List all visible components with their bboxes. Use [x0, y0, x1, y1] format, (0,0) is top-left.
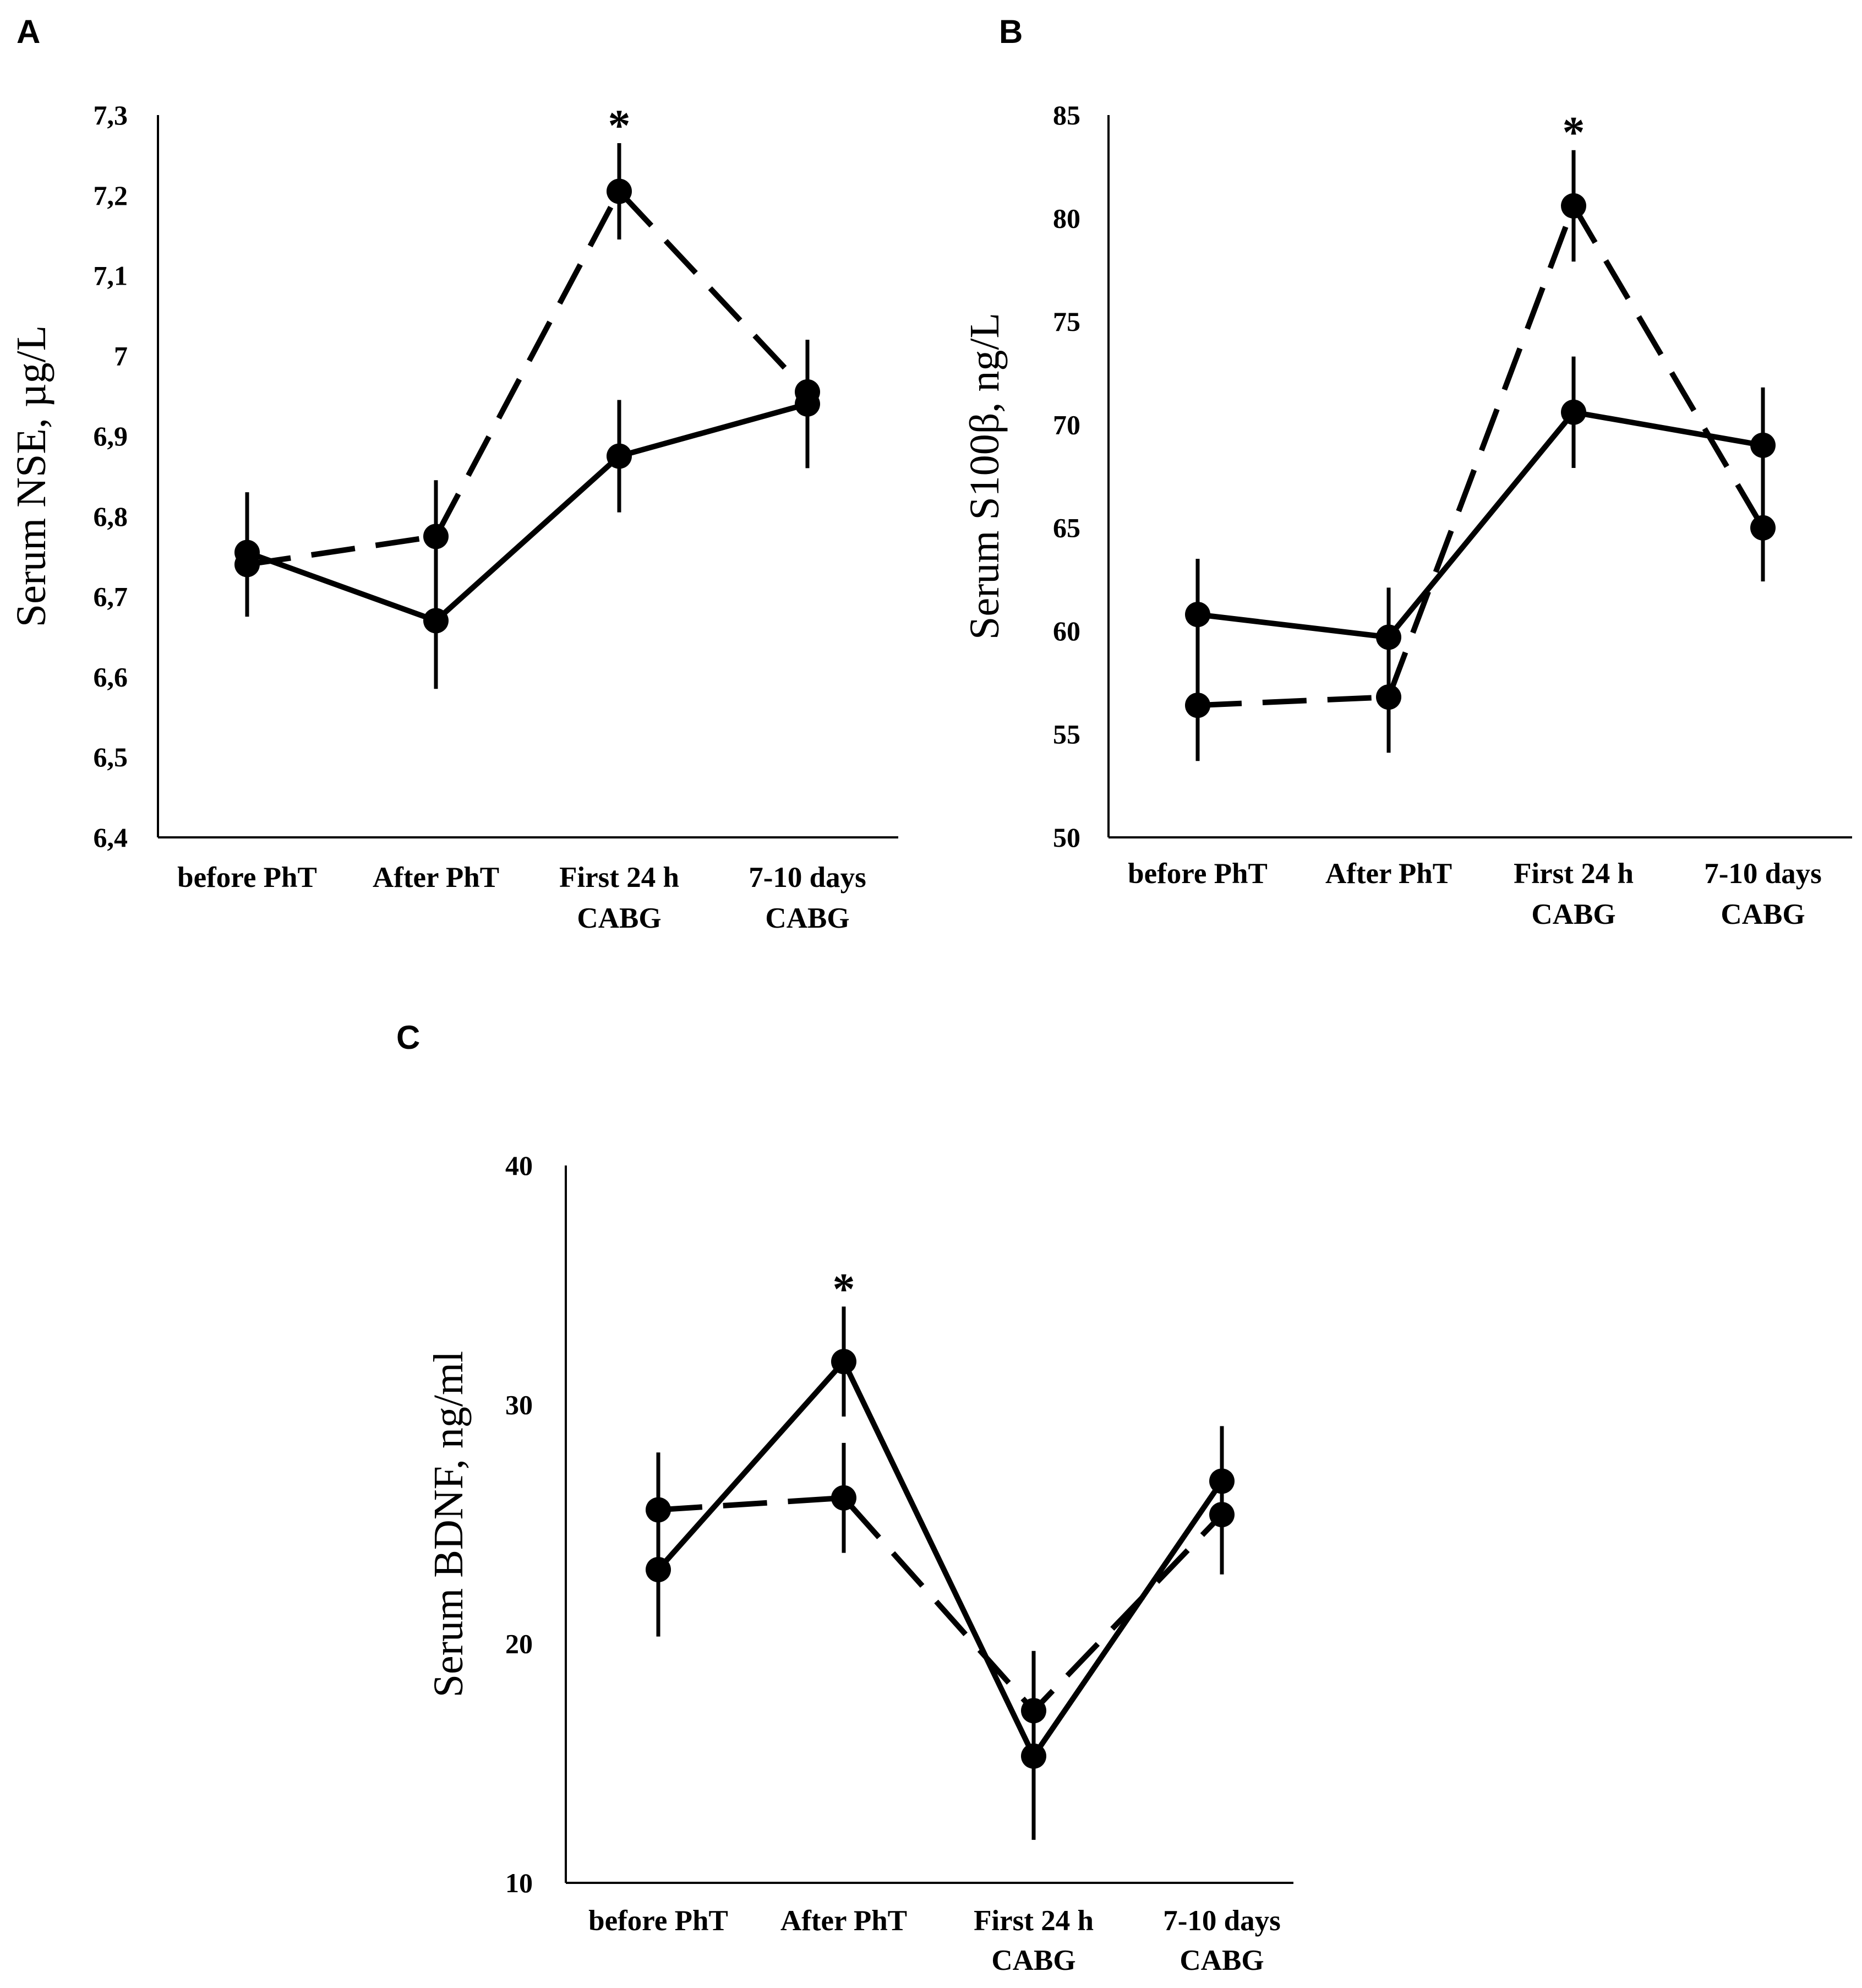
y-tick-label: 60	[1053, 616, 1080, 646]
y-tick-label: 6,8	[94, 501, 128, 532]
x-category-label: First 24 h	[559, 862, 679, 894]
x-category-label: After PhT	[1325, 858, 1452, 890]
series-line-dashed	[1197, 199, 1766, 709]
y-tick-label: 6,4	[94, 822, 128, 853]
series-line-dashed	[247, 186, 810, 568]
data-point-solid	[607, 443, 632, 469]
significance-star: *	[608, 100, 631, 150]
series-line-solid	[246, 401, 809, 624]
y-axis-label: Serum NSE, µg/L	[8, 325, 54, 627]
data-point-solid	[1185, 602, 1210, 628]
chart-panel-A: A 6,4 6,5 6,6 6,7 6,8 6,9 7 7,1 7,2 7,3 Serum NSE, …	[8, 13, 898, 934]
y-tick-label: 50	[1053, 822, 1080, 853]
data-point-dashed	[1376, 684, 1401, 710]
y-tick-label: 70	[1053, 409, 1080, 440]
data-point-dashed	[831, 1485, 856, 1511]
y-tick-label: 7,1	[94, 260, 128, 291]
panel-letter: C	[396, 1019, 420, 1056]
y-tick-label: 7	[114, 340, 128, 371]
x-category-label: After PhT	[373, 862, 499, 894]
data-point-solid	[646, 1557, 671, 1583]
y-tick-label: 65	[1053, 513, 1080, 543]
x-category-label: First 24 h	[1514, 858, 1634, 890]
y-tick-label: 6,9	[94, 421, 128, 451]
chart-panel-C: C 10 20 30 40 Serum BDNF, ng/ml before PhT Afte…	[396, 1019, 1293, 1976]
y-tick-label: 7,3	[94, 100, 128, 130]
data-point-dashed	[234, 552, 260, 578]
data-point-solid	[1750, 432, 1776, 458]
x-category-label: After PhT	[780, 1905, 907, 1937]
y-tick-label: 30	[505, 1389, 533, 1420]
x-category-label: 7-10 days	[749, 862, 866, 894]
x-category-label: First 24 h	[974, 1905, 1094, 1937]
data-point-dashed	[1209, 1502, 1235, 1528]
x-category-label: before PhT	[177, 862, 317, 894]
x-category-label: CABG	[991, 1945, 1075, 1976]
y-tick-label: 10	[505, 1867, 533, 1898]
significance-star: *	[833, 1263, 855, 1314]
series-line-solid	[1197, 409, 1763, 640]
y-axis-label: Serum BDNF, ng/ml	[425, 1351, 472, 1697]
y-axis-label: Serum S100β, ng/L	[962, 313, 1008, 640]
y-tick-label: 6,5	[94, 742, 128, 772]
y-tick-label: 20	[505, 1628, 533, 1659]
x-category-label: 7-10 days	[1704, 858, 1822, 890]
x-category-label: CABG	[765, 902, 849, 934]
data-point-dashed	[607, 178, 632, 204]
data-point-dashed	[1185, 693, 1210, 718]
y-tick-label: 7,2	[94, 180, 128, 211]
data-point-solid	[831, 1349, 856, 1375]
significance-star: *	[1563, 107, 1585, 157]
data-point-solid	[1376, 624, 1401, 650]
data-point-dashed	[1750, 515, 1776, 541]
y-tick-label: 40	[505, 1150, 533, 1181]
series-line-solid	[656, 1359, 1225, 1759]
chart-panel-B: B 50 55 60 65 70 75 80 85 Serum S100β, ng/L before…	[962, 13, 1852, 930]
y-tick-label: 75	[1053, 306, 1080, 337]
x-category-label: 7-10 days	[1163, 1905, 1281, 1937]
x-category-label: CABG	[577, 902, 661, 934]
x-category-label: before PhT	[1128, 858, 1268, 890]
series-line-dashed	[658, 1495, 1224, 1715]
y-tick-label: 6,6	[94, 661, 128, 692]
y-tick-label: 80	[1053, 203, 1080, 233]
x-category-label: CABG	[1531, 898, 1615, 930]
data-point-dashed	[423, 524, 449, 549]
y-tick-label: 85	[1053, 100, 1080, 130]
panel-letter: B	[999, 13, 1023, 50]
data-point-solid	[423, 608, 449, 634]
x-category-label: CABG	[1180, 1945, 1264, 1976]
data-point-dashed	[1561, 193, 1586, 219]
y-tick-label: 6,7	[94, 581, 128, 612]
data-point-dashed	[795, 379, 820, 405]
x-category-label: CABG	[1721, 898, 1805, 930]
data-point-dashed	[646, 1497, 671, 1523]
panel-letter: A	[17, 13, 40, 50]
y-tick-label: 55	[1053, 719, 1080, 750]
data-point-solid	[1561, 399, 1586, 425]
x-category-label: before PhT	[588, 1905, 728, 1937]
data-point-dashed	[1021, 1698, 1046, 1724]
